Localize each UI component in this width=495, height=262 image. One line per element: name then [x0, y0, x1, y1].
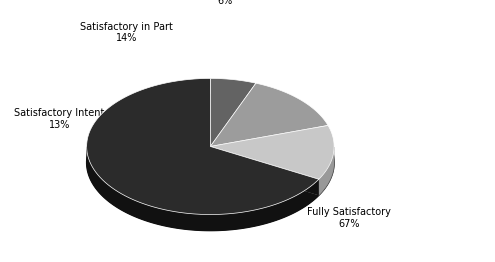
- Text: Satisfactory in Part
14%: Satisfactory in Part 14%: [80, 22, 173, 43]
- Text: Satisfactory Intent
13%: Satisfactory Intent 13%: [14, 108, 104, 130]
- Text: Fully Satisfactory
67%: Fully Satisfactory 67%: [307, 208, 391, 229]
- Text: Unsatisfactory
6%: Unsatisfactory 6%: [190, 0, 260, 6]
- Polygon shape: [87, 95, 334, 231]
- Polygon shape: [210, 83, 328, 146]
- Polygon shape: [87, 147, 319, 231]
- Polygon shape: [319, 147, 334, 195]
- Polygon shape: [210, 78, 256, 146]
- Polygon shape: [210, 125, 334, 179]
- Polygon shape: [87, 78, 319, 215]
- Polygon shape: [210, 146, 319, 195]
- Polygon shape: [210, 146, 319, 195]
